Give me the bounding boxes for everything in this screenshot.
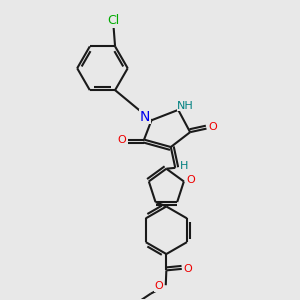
Text: O: O	[208, 122, 217, 132]
Text: H: H	[179, 161, 188, 171]
Text: O: O	[183, 264, 192, 274]
Text: O: O	[155, 281, 164, 291]
Text: NH: NH	[177, 101, 194, 111]
Text: O: O	[117, 135, 126, 145]
Text: Cl: Cl	[107, 14, 120, 27]
Text: O: O	[186, 175, 195, 185]
Text: N: N	[140, 110, 150, 124]
